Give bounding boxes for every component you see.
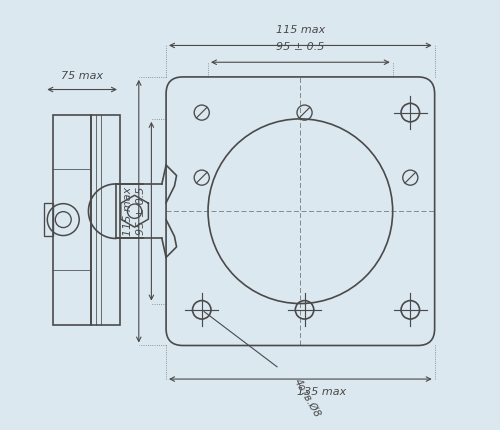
Bar (90, 115, 120, 325)
Text: 115 max: 115 max (124, 187, 134, 236)
Bar (53, 115, 90, 325)
Text: 95 ± 0.5: 95 ± 0.5 (276, 42, 324, 52)
Text: 75 max: 75 max (61, 71, 103, 81)
Bar (44, 203, 53, 236)
Text: 95 ± 0.5: 95 ± 0.5 (136, 187, 146, 235)
Text: 135 max: 135 max (296, 387, 346, 397)
Text: 4отв.Ø8: 4отв.Ø8 (292, 377, 322, 419)
Text: 115 max: 115 max (276, 25, 325, 35)
